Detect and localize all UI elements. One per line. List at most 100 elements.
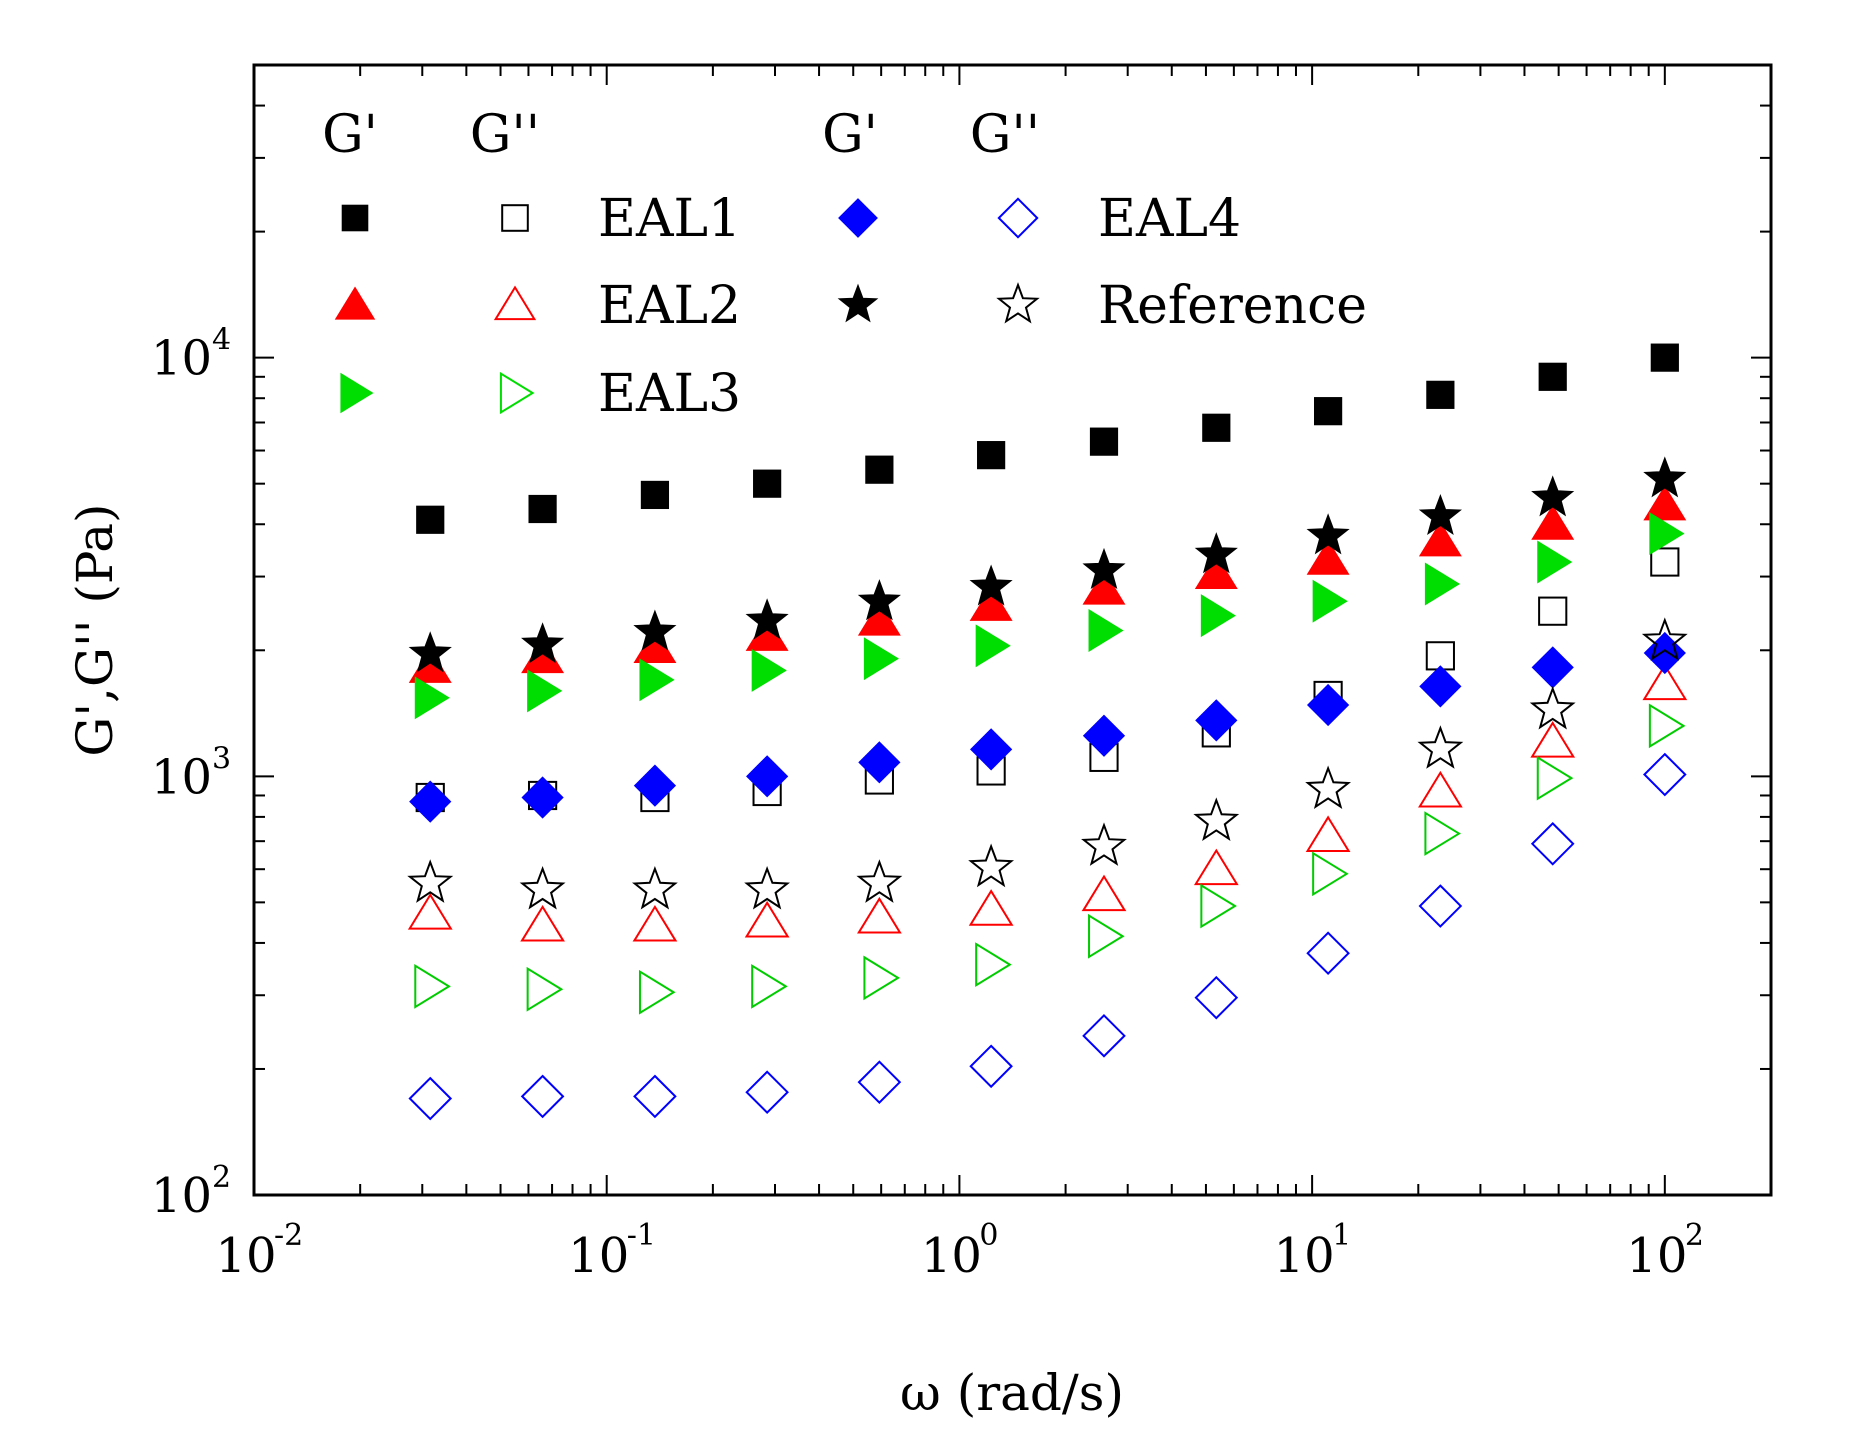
data-point <box>1641 617 1688 661</box>
data-point <box>1305 815 1351 853</box>
data-point <box>744 865 791 910</box>
legend-marker-filled <box>340 372 374 414</box>
data-point <box>1089 427 1119 456</box>
legend-header: G' <box>322 105 378 165</box>
data-point <box>520 1074 565 1119</box>
x-tick-label-exponent: 0 <box>979 1218 998 1253</box>
legend-entry-eal3: EAL3 <box>340 364 741 424</box>
data-point <box>409 780 452 823</box>
data-point <box>1314 397 1343 426</box>
data-point <box>975 624 1011 668</box>
data-point <box>1537 540 1573 584</box>
data-point <box>1531 504 1575 540</box>
data-point <box>1643 752 1687 797</box>
data-point <box>1193 797 1240 842</box>
legend-label: EAL4 <box>1098 189 1241 249</box>
data-point <box>631 865 678 910</box>
data-point <box>414 676 450 720</box>
data-point <box>407 859 454 903</box>
data-point <box>1306 683 1350 727</box>
data-point <box>968 843 1015 888</box>
axis-ticks <box>253 64 1772 1196</box>
data-point <box>407 892 453 930</box>
x-tick-label: 10 <box>1626 1228 1687 1284</box>
data-point <box>633 764 677 807</box>
data-point <box>1306 931 1350 976</box>
data-point <box>408 1076 453 1121</box>
data-point <box>1194 975 1239 1020</box>
data-point <box>977 441 1006 470</box>
data-point <box>1643 485 1687 521</box>
series-eal3-storage <box>414 512 1685 720</box>
data-point <box>416 505 445 534</box>
series-eal1-loss <box>415 547 1680 813</box>
data-point <box>857 600 901 636</box>
data-point <box>1082 569 1126 605</box>
legend-label: Reference <box>1098 276 1367 336</box>
data-point <box>1088 609 1124 652</box>
data-point <box>528 494 557 524</box>
x-tick-label-exponent: -1 <box>627 1218 656 1253</box>
data-point <box>1082 1013 1126 1058</box>
data-point <box>1418 521 1462 557</box>
data-point <box>1426 380 1455 409</box>
legend-label: EAL3 <box>598 364 741 424</box>
data-point <box>970 728 1013 771</box>
legend-header: G' <box>822 105 878 165</box>
legend-marker-filled <box>838 198 878 238</box>
x-tick-labels: 10-2 10-1 100 101 102 <box>215 1218 1703 1284</box>
x-tick-label: 10 <box>215 1228 276 1284</box>
legend-header: G'' <box>970 105 1040 165</box>
y-tick-label: 10 <box>151 331 212 387</box>
legend-label: EAL1 <box>598 189 741 249</box>
legend-marker-filled <box>837 283 879 323</box>
data-point <box>863 637 900 681</box>
data-point <box>1538 362 1567 391</box>
data-point <box>1306 539 1350 575</box>
data-point <box>745 1070 789 1115</box>
legend-label: EAL2 <box>598 276 741 336</box>
series-eal2-loss <box>407 663 1688 942</box>
data-point <box>1418 493 1462 536</box>
data-point <box>1194 532 1238 574</box>
data-point <box>1531 475 1575 517</box>
data-point <box>1306 513 1350 555</box>
y-tick-label-exponent: 2 <box>212 1160 231 1195</box>
legend-marker-filled <box>341 204 369 232</box>
data-point <box>1081 874 1127 912</box>
x-tick-label-exponent: 2 <box>1685 1218 1704 1253</box>
data-point <box>1312 579 1348 623</box>
y-tick-label-exponent: 3 <box>212 741 231 776</box>
data-point <box>1424 562 1461 606</box>
data-point <box>751 648 787 692</box>
data-point <box>1418 770 1463 808</box>
legend-header: G'' <box>470 105 540 165</box>
data-point <box>521 776 564 819</box>
series-eal1-storage <box>416 343 1679 534</box>
data-point <box>858 741 901 784</box>
data-point <box>1642 663 1688 701</box>
data-point <box>1643 456 1687 498</box>
data-point <box>1417 725 1464 769</box>
data-point <box>519 865 566 910</box>
series-eal4-storage <box>409 631 1686 823</box>
series-eal2-storage <box>408 485 1687 683</box>
data-point <box>1305 765 1352 810</box>
y-tick-label-exponent: 4 <box>212 323 231 358</box>
legend-entry-eal1: EAL1 <box>341 189 741 249</box>
data-point <box>745 598 789 640</box>
data-point <box>975 942 1012 987</box>
data-point <box>1202 413 1231 442</box>
data-point <box>520 904 565 942</box>
data-point <box>1200 883 1237 929</box>
data-point <box>865 455 894 484</box>
data-point <box>751 964 788 1009</box>
data-point <box>1195 699 1238 742</box>
y-tick-label: 10 <box>151 749 212 805</box>
data-point <box>1650 547 1680 577</box>
data-point <box>1530 821 1575 866</box>
data-point <box>633 609 677 651</box>
data-point <box>969 1044 1013 1089</box>
